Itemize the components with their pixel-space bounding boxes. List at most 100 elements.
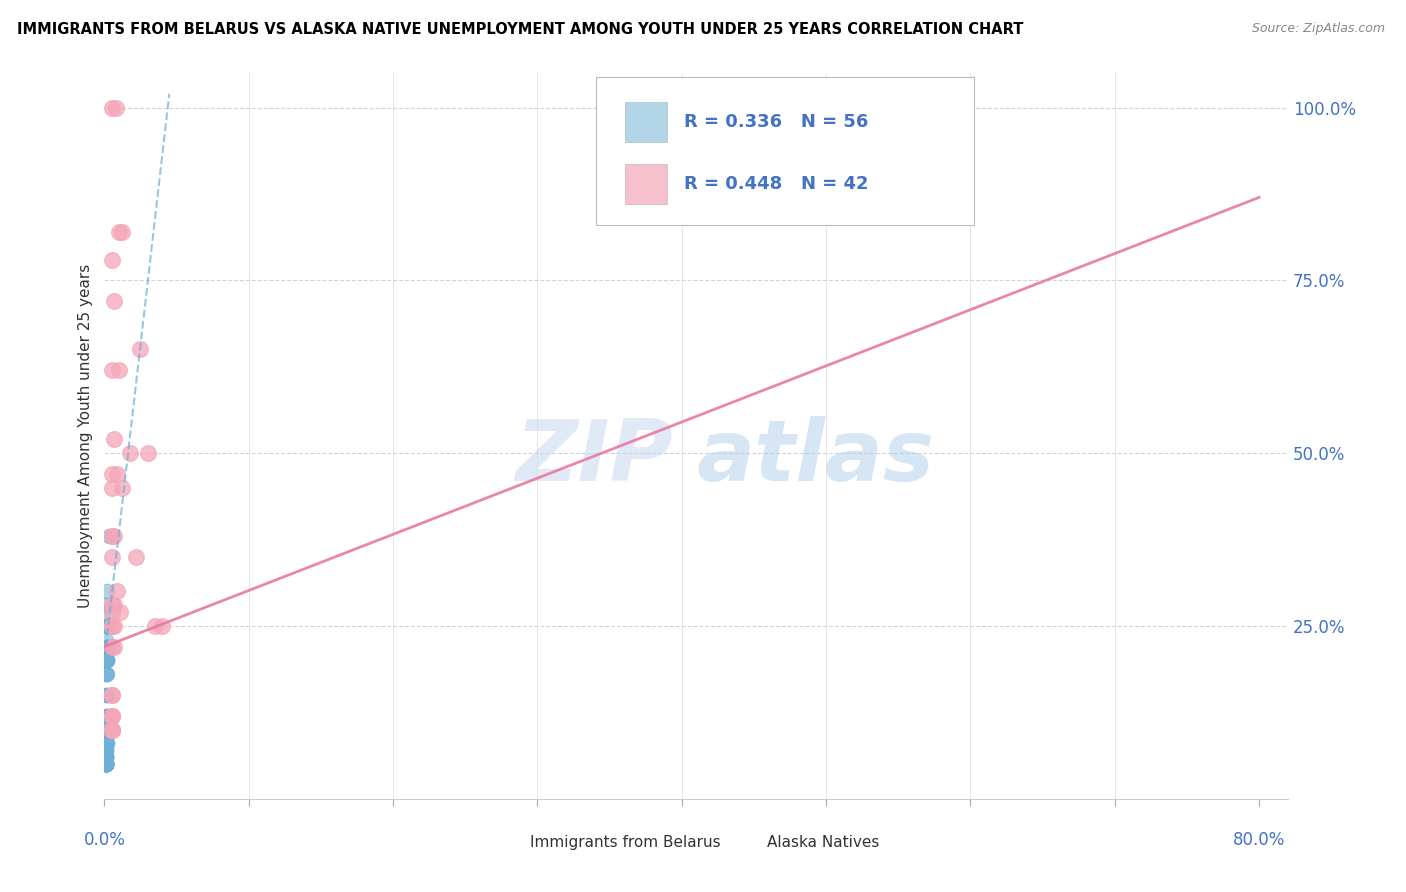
Point (103, 619, 125, 633)
Point (125, 549, 148, 564)
Point (94, 743, 117, 757)
Point (100, 708, 122, 723)
Point (100, 723, 122, 737)
Point (94, 757, 117, 772)
Point (100, 619, 122, 633)
Point (94, 757, 117, 772)
Point (96, 619, 118, 633)
Point (96, 708, 118, 723)
Text: Immigrants from Belarus: Immigrants from Belarus (530, 835, 721, 850)
Point (94, 750, 117, 764)
Point (100, 605, 122, 619)
Point (108, 225, 131, 239)
Point (111, 225, 134, 239)
Point (94, 757, 117, 772)
Point (94, 632, 117, 647)
Point (94, 757, 117, 772)
Point (103, 529, 125, 543)
Point (94, 750, 117, 764)
Point (100, 529, 122, 543)
Point (94, 723, 117, 737)
Point (94, 757, 117, 772)
Point (96, 653, 118, 667)
Text: atlas: atlas (696, 416, 935, 500)
Point (94, 750, 117, 764)
Point (96, 708, 118, 723)
Point (103, 598, 125, 612)
Point (94, 757, 117, 772)
Point (94, 743, 117, 757)
Point (96, 653, 118, 667)
Point (96, 640, 118, 654)
Point (94, 757, 117, 772)
Bar (626, 164, 666, 203)
Point (94, 757, 117, 772)
Point (103, 294, 125, 309)
Point (100, 619, 122, 633)
Point (96, 619, 118, 633)
Point (94, 757, 117, 772)
Point (143, 619, 166, 633)
Text: Alaska Natives: Alaska Natives (768, 835, 880, 850)
Point (110, 605, 132, 619)
Point (105, 467, 128, 481)
Point (111, 481, 134, 495)
Point (100, 101, 122, 115)
Point (96, 653, 118, 667)
Point (94, 757, 117, 772)
Point (103, 432, 125, 446)
Point (97, 529, 120, 543)
Point (96, 688, 118, 702)
Point (100, 688, 122, 702)
Point (100, 723, 122, 737)
Point (94, 653, 117, 667)
Point (96, 736, 118, 750)
Point (94, 736, 117, 750)
Point (94, 736, 117, 750)
Point (100, 688, 122, 702)
Point (100, 708, 122, 723)
Point (94, 598, 117, 612)
FancyBboxPatch shape (596, 77, 974, 226)
Point (97, 640, 120, 654)
Point (104, 101, 127, 115)
Point (100, 723, 122, 737)
Point (94, 708, 117, 723)
Point (100, 363, 122, 377)
Point (94, 757, 117, 772)
Bar (741, 824, 765, 856)
Text: R = 0.336   N = 56: R = 0.336 N = 56 (685, 113, 869, 131)
Text: IMMIGRANTS FROM BELARUS VS ALASKA NATIVE UNEMPLOYMENT AMONG YOUTH UNDER 25 YEARS: IMMIGRANTS FROM BELARUS VS ALASKA NATIVE… (17, 22, 1024, 37)
Point (94, 757, 117, 772)
Point (96, 584, 118, 599)
Point (94, 757, 117, 772)
Point (103, 640, 125, 654)
Point (108, 363, 131, 377)
Text: 80.0%: 80.0% (1233, 831, 1285, 849)
Point (96, 640, 118, 654)
Point (100, 640, 122, 654)
Point (94, 688, 117, 702)
Point (96, 605, 118, 619)
Text: R = 0.448   N = 42: R = 0.448 N = 42 (685, 175, 869, 193)
Point (94, 750, 117, 764)
Bar (505, 824, 529, 856)
Point (100, 723, 122, 737)
Point (100, 708, 122, 723)
Point (94, 667, 117, 681)
Point (98, 619, 121, 633)
Point (100, 549, 122, 564)
Point (94, 757, 117, 772)
Point (120, 446, 142, 460)
Point (136, 446, 159, 460)
Point (96, 619, 118, 633)
Point (100, 467, 122, 481)
Y-axis label: Unemployment Among Youth under 25 years: Unemployment Among Youth under 25 years (79, 264, 93, 608)
Point (94, 757, 117, 772)
Point (100, 723, 122, 737)
Bar (626, 102, 666, 142)
Point (105, 584, 128, 599)
Point (94, 750, 117, 764)
Point (94, 757, 117, 772)
Text: ZIP: ZIP (515, 416, 672, 500)
